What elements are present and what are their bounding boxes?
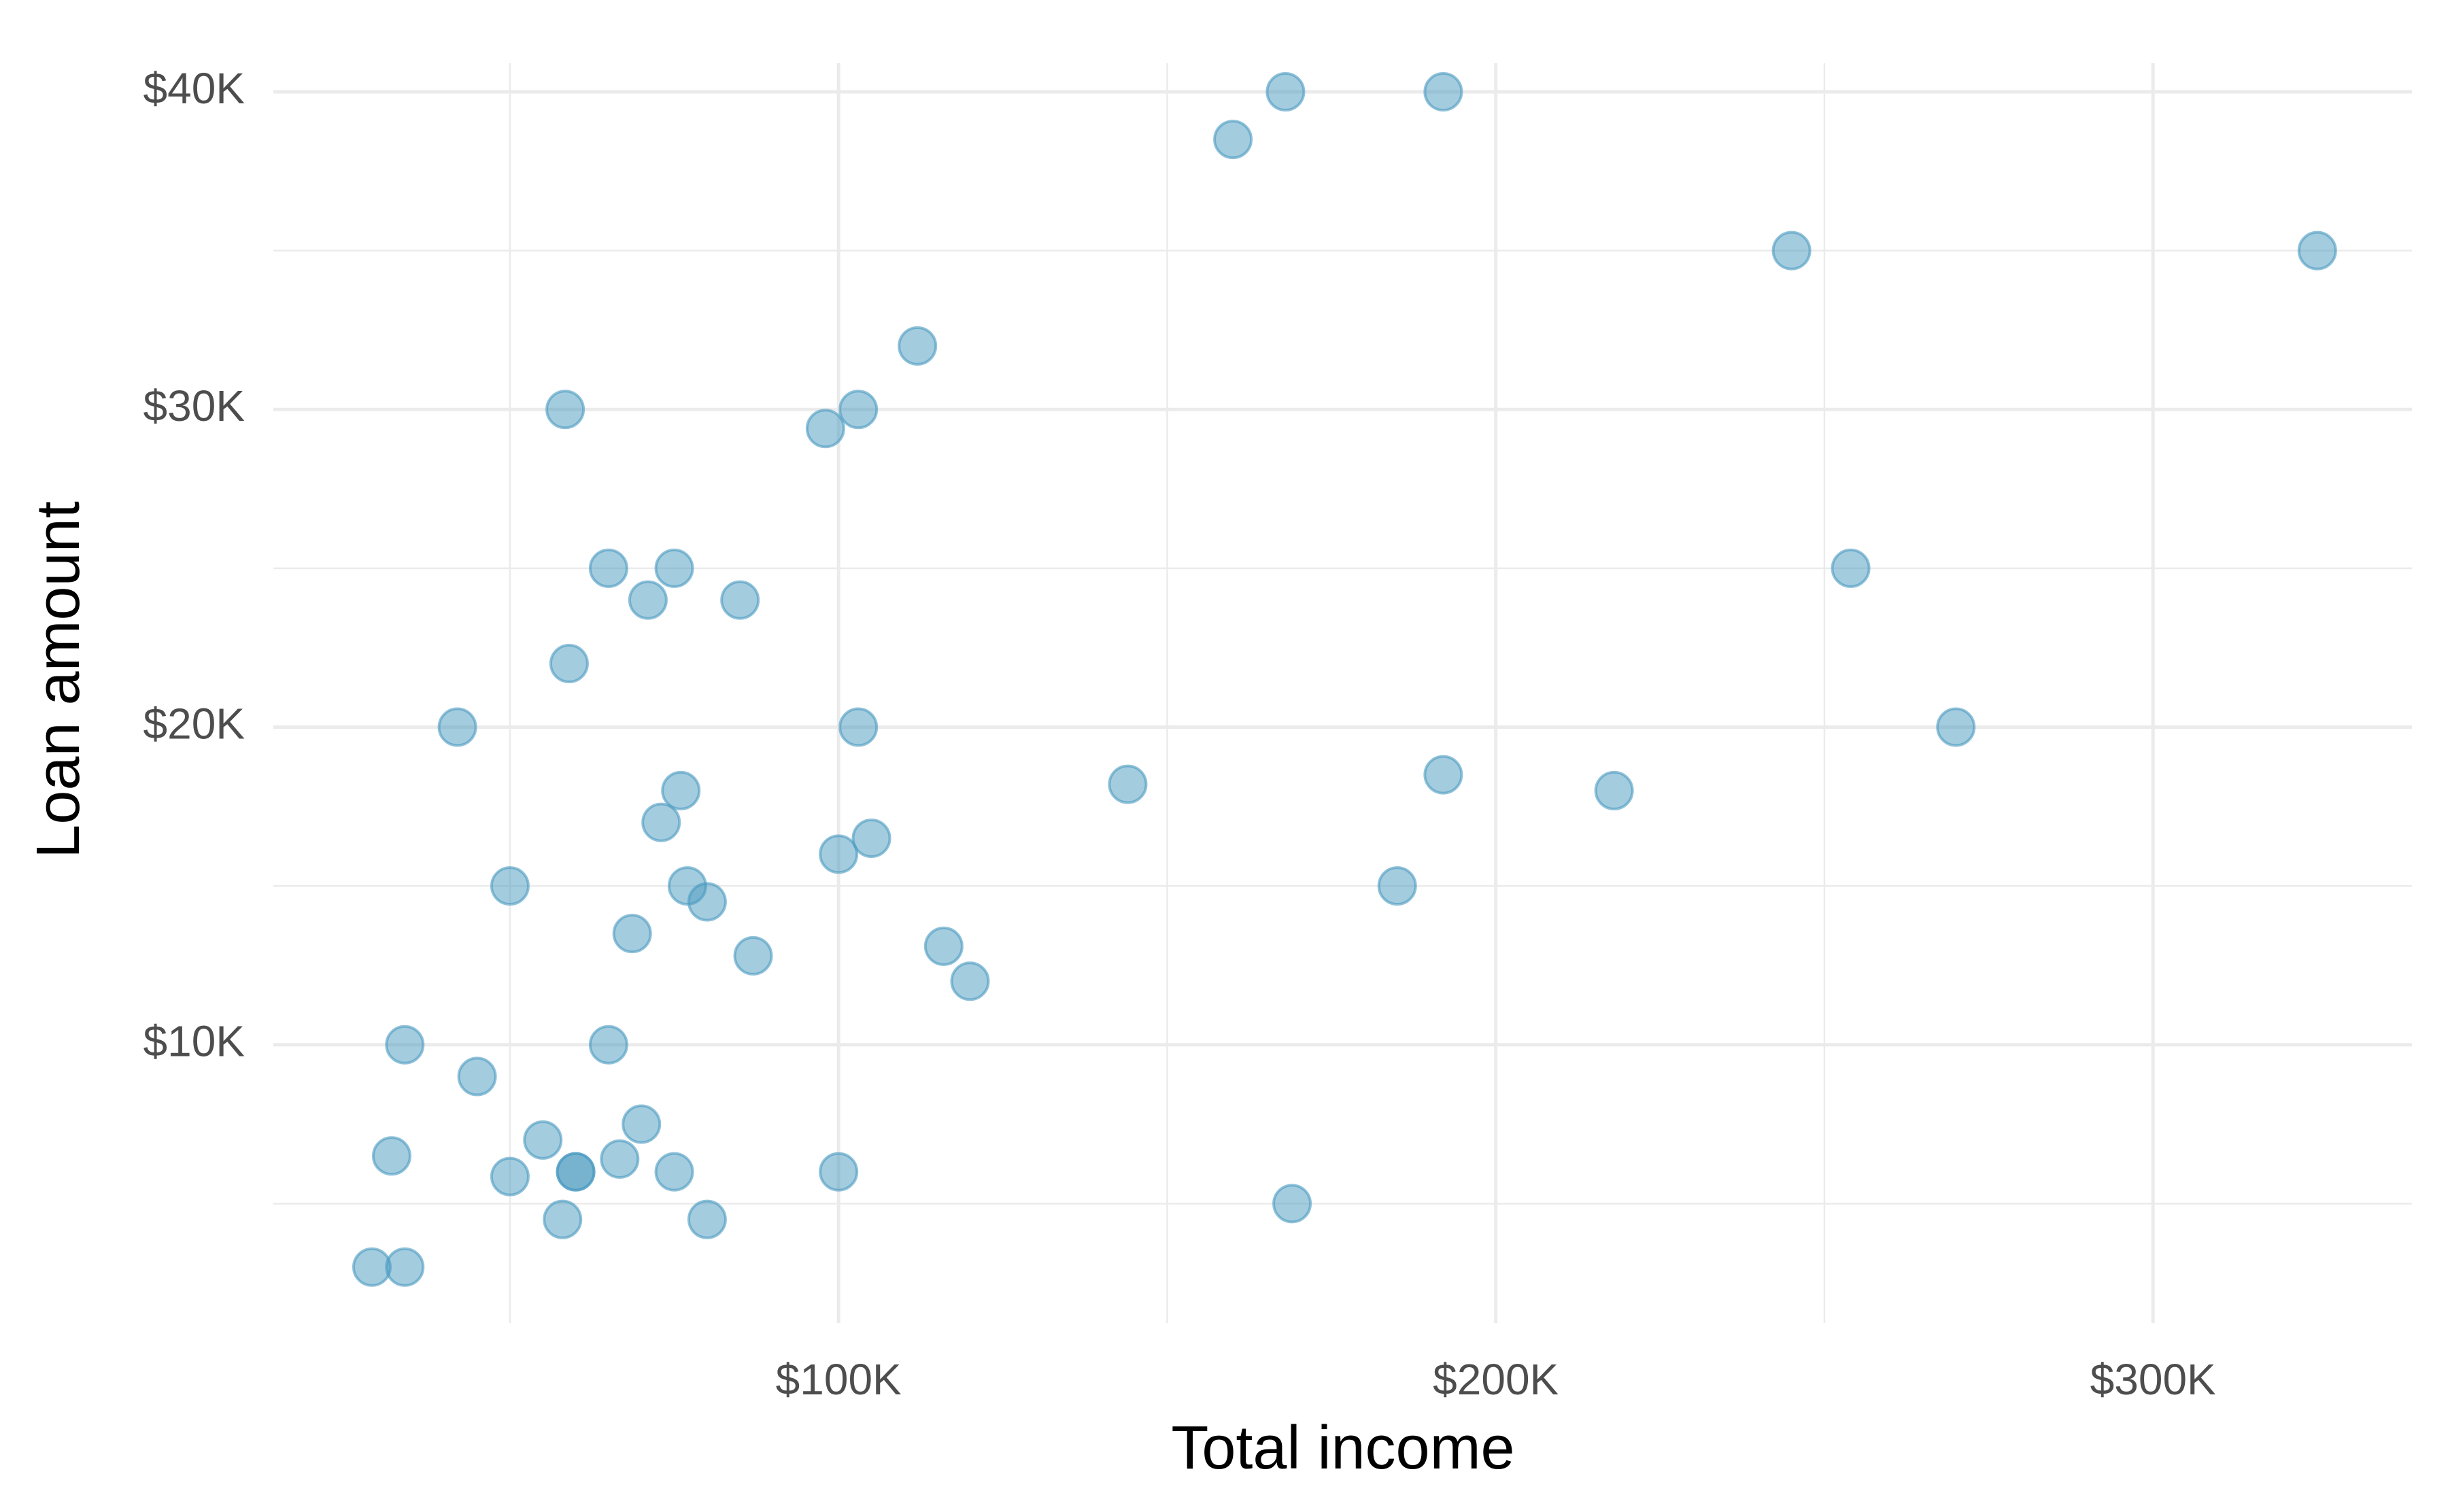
point bbox=[1771, 230, 1812, 271]
point bbox=[654, 548, 694, 588]
point bbox=[2297, 230, 2337, 271]
point bbox=[819, 1152, 859, 1192]
point bbox=[1936, 707, 1976, 747]
y-tick-label: $10K bbox=[143, 1017, 245, 1066]
point bbox=[352, 1247, 392, 1287]
point bbox=[1272, 1184, 1312, 1224]
point bbox=[950, 961, 990, 1001]
x-axis-title: Total income bbox=[1171, 1414, 1514, 1482]
point bbox=[898, 326, 938, 366]
point bbox=[661, 770, 701, 810]
point bbox=[819, 834, 859, 874]
point bbox=[1108, 764, 1148, 804]
point bbox=[805, 409, 845, 449]
point bbox=[838, 390, 879, 430]
point bbox=[523, 1120, 563, 1160]
point bbox=[733, 935, 773, 976]
point bbox=[490, 1156, 530, 1197]
x-tick-label: $300K bbox=[2090, 1355, 2216, 1404]
y-tick-label: $20K bbox=[143, 699, 245, 748]
point bbox=[720, 580, 760, 620]
point bbox=[838, 707, 879, 747]
y-axis-title: Loan amount bbox=[24, 501, 92, 858]
y-tick-label: $30K bbox=[143, 381, 245, 430]
point bbox=[1594, 770, 1634, 810]
point bbox=[687, 882, 727, 922]
point bbox=[622, 1104, 662, 1144]
point bbox=[437, 707, 477, 747]
point bbox=[549, 644, 589, 684]
point bbox=[371, 1136, 411, 1176]
point bbox=[687, 1199, 727, 1239]
point bbox=[490, 866, 530, 906]
point bbox=[1831, 548, 1871, 588]
y-tick-label: $40K bbox=[143, 64, 245, 113]
point bbox=[641, 802, 681, 842]
point bbox=[385, 1025, 425, 1065]
point bbox=[923, 926, 964, 966]
point bbox=[1265, 72, 1306, 112]
point bbox=[628, 580, 668, 620]
point bbox=[1423, 72, 1463, 112]
point bbox=[600, 1139, 640, 1179]
point bbox=[545, 390, 585, 430]
point bbox=[588, 1025, 628, 1065]
x-tick-label: $200K bbox=[1433, 1355, 1559, 1404]
point bbox=[654, 1152, 694, 1192]
point bbox=[1423, 755, 1463, 795]
point bbox=[556, 1152, 596, 1192]
point bbox=[543, 1199, 583, 1239]
x-tick-label: $100K bbox=[776, 1355, 902, 1404]
point bbox=[457, 1056, 497, 1097]
point bbox=[851, 819, 891, 859]
point bbox=[1377, 866, 1417, 906]
point bbox=[612, 914, 652, 954]
point bbox=[1213, 120, 1253, 160]
point bbox=[385, 1247, 425, 1287]
point bbox=[588, 548, 628, 588]
